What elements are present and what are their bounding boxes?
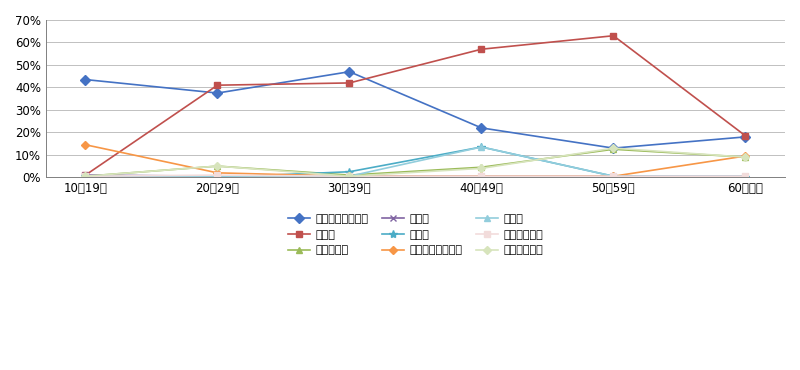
交通の利便性 xyxy=(609,174,618,178)
卒　業 xyxy=(477,145,486,149)
転　勤 xyxy=(741,134,750,138)
生活の利便性 xyxy=(345,174,354,178)
結婚・離婚・縁組 xyxy=(81,142,90,147)
Line: 就職・転職・転業: 就職・転職・転業 xyxy=(82,68,749,152)
Line: 就　学: 就 学 xyxy=(82,172,749,180)
交通の利便性 xyxy=(477,174,486,178)
Line: 結婚・離婚・縁組: 結婚・離婚・縁組 xyxy=(82,142,748,179)
交通の利便性 xyxy=(345,174,354,178)
就職・転職・転業 xyxy=(345,70,354,74)
生活の利便性 xyxy=(741,155,750,159)
Line: 退職・廣業: 退職・廣業 xyxy=(82,146,749,180)
結婚・離婚・縁組 xyxy=(345,174,354,178)
就職・転職・転業 xyxy=(741,135,750,139)
生活の利便性 xyxy=(477,166,486,171)
卒　業 xyxy=(741,175,750,179)
就職・転職・転業 xyxy=(81,77,90,82)
住　宅 xyxy=(213,174,222,178)
就　学 xyxy=(609,174,618,178)
交通の利便性 xyxy=(213,173,222,177)
就　学 xyxy=(477,174,486,178)
就　学 xyxy=(741,174,750,178)
Line: 生活の利便性: 生活の利便性 xyxy=(82,145,748,179)
退職・廣業 xyxy=(609,147,618,151)
転　勤 xyxy=(477,47,486,51)
卒　業 xyxy=(81,174,90,178)
転　勤 xyxy=(81,173,90,177)
卒　業 xyxy=(213,175,222,179)
退職・廣業 xyxy=(345,173,354,177)
退職・廣業 xyxy=(477,165,486,169)
転　勤 xyxy=(345,81,354,85)
Line: 住　宅: 住 宅 xyxy=(82,144,748,179)
退職・廣業 xyxy=(213,164,222,168)
結婚・離婚・縁組 xyxy=(477,174,486,178)
就　学 xyxy=(213,174,222,178)
Legend: 就職・転職・転業, 転　勤, 退職・廣業, 就　学, 卒　業, 結婚・離婚・縁組, 住　宅, 交通の利便性, 生活の利便性: 就職・転職・転業, 転 勤, 退職・廣業, 就 学, 卒 業, 結婚・離婚・縁組… xyxy=(287,214,543,256)
転　勤 xyxy=(213,83,222,87)
就職・転職・転業 xyxy=(609,146,618,150)
交通の利便性 xyxy=(741,174,750,178)
卒　業 xyxy=(345,169,354,174)
住　宅 xyxy=(477,145,486,149)
卒　業 xyxy=(609,174,618,178)
退職・廣業 xyxy=(81,174,90,178)
就職・転職・転業 xyxy=(213,91,222,95)
結婚・離婚・縁組 xyxy=(741,154,750,158)
結婚・離婚・縁組 xyxy=(609,174,618,178)
退職・廣業 xyxy=(741,155,750,159)
住　宅 xyxy=(345,174,354,178)
就　学 xyxy=(345,174,354,178)
就職・転職・転業 xyxy=(477,126,486,130)
生活の利便性 xyxy=(213,164,222,168)
Line: 転　勤: 転 勤 xyxy=(82,32,749,179)
Line: 卒　業: 卒 業 xyxy=(82,143,750,182)
交通の利便性 xyxy=(81,174,90,178)
Line: 交通の利便性: 交通の利便性 xyxy=(82,172,748,179)
結婚・離婚・縁組 xyxy=(213,171,222,175)
就　学 xyxy=(81,173,90,177)
住　宅 xyxy=(81,174,90,178)
住　宅 xyxy=(741,174,750,178)
生活の利便性 xyxy=(81,174,90,178)
生活の利便性 xyxy=(609,146,618,150)
転　勤 xyxy=(609,34,618,38)
住　宅 xyxy=(609,174,618,178)
